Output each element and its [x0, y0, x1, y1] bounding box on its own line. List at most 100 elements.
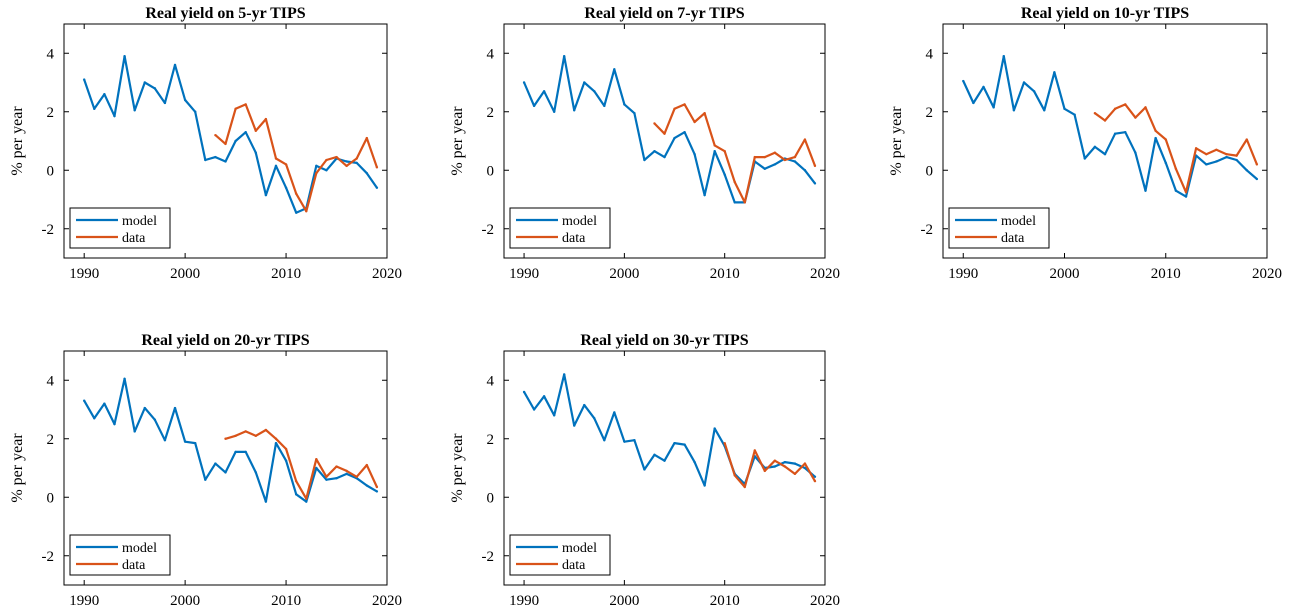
data-point-model	[1012, 109, 1016, 112]
data-point-model	[1134, 151, 1137, 154]
data-point-data	[1174, 167, 1178, 170]
data-point-model	[173, 63, 177, 67]
chart-title: Real yield on 30-yr TIPS	[580, 332, 748, 349]
data-point-model	[542, 90, 546, 93]
data-point-data	[254, 434, 257, 438]
legend-label-data: data	[562, 558, 586, 573]
data-point-model	[1032, 90, 1036, 93]
data-point-model	[1215, 160, 1218, 163]
y-tick-label: -2	[482, 549, 495, 565]
data-point-model	[623, 103, 626, 106]
data-point-data	[294, 479, 298, 483]
x-tick-label: 1990	[69, 266, 99, 282]
legend-box	[69, 207, 171, 249]
data-point-model	[325, 478, 328, 481]
data-point-model	[113, 422, 116, 426]
data-point-data	[743, 201, 746, 204]
x-tick-label: 1990	[69, 593, 99, 609]
x-tick-label: 1990	[509, 593, 539, 609]
data-point-model	[1083, 157, 1086, 160]
data-point-model	[284, 186, 288, 189]
legend-label-data: data	[562, 231, 586, 246]
y-axis-label: % per year	[449, 433, 466, 503]
data-point-model	[693, 460, 696, 464]
data-point-data	[355, 475, 358, 478]
data-point-model	[593, 417, 596, 420]
series-line-model	[83, 377, 378, 503]
data-point-data	[683, 103, 686, 106]
x-tick-label: 2010	[1151, 266, 1181, 282]
chart-panel-1: Real yield on 5-yr TIPS % per year 1990 200…	[9, 5, 402, 282]
legend: model data	[948, 207, 1050, 249]
series-line-data	[225, 428, 378, 500]
data-point-model	[1235, 158, 1238, 162]
data-point-model	[583, 81, 586, 84]
data-point-model	[183, 440, 187, 443]
x-tick-label: 2010	[271, 266, 301, 282]
data-point-model	[522, 390, 526, 394]
data-point-data	[1134, 116, 1137, 119]
data-point-model	[153, 418, 157, 421]
data-point-model	[773, 465, 777, 468]
y-tick-label: -2	[921, 222, 934, 238]
data-point-model	[803, 169, 807, 172]
data-point-model	[143, 81, 146, 84]
data-point-model	[593, 90, 596, 93]
data-point-model	[562, 54, 566, 58]
data-point-model	[633, 112, 636, 115]
series-line-model	[83, 55, 378, 214]
data-point-data	[813, 479, 817, 483]
x-tick-label: 2000	[170, 593, 200, 609]
data-point-data	[335, 465, 338, 468]
data-point-model	[693, 152, 696, 156]
data-point-data	[733, 474, 736, 477]
y-tick-label: 2	[487, 432, 495, 448]
y-tick-label: 0	[47, 490, 55, 506]
data-point-model	[763, 167, 767, 170]
data-point-data	[355, 157, 358, 160]
x-tick-label: 2010	[710, 266, 740, 282]
x-tick-label: 2020	[810, 593, 840, 609]
y-tick-label: -2	[42, 222, 55, 238]
series-line-model	[523, 55, 816, 204]
data-point-model	[972, 101, 975, 105]
chart-title: Real yield on 10-yr TIPS	[1021, 5, 1189, 22]
data-point-data	[325, 158, 328, 162]
data-point-model	[82, 78, 86, 81]
data-point-model	[163, 439, 167, 442]
data-point-model	[703, 484, 706, 487]
data-point-model	[562, 373, 566, 376]
x-tick-label: 2010	[710, 593, 740, 609]
data-point-model	[365, 484, 369, 487]
data-point-data	[345, 164, 348, 168]
data-point-data	[793, 155, 797, 159]
data-point-model	[294, 493, 298, 496]
data-point-model	[133, 109, 136, 112]
data-point-data	[214, 133, 217, 137]
chart-title: Real yield on 20-yr TIPS	[141, 332, 309, 349]
data-point-model	[793, 462, 797, 465]
data-point-model	[793, 160, 797, 163]
data-point-model	[723, 173, 726, 176]
data-point-model	[305, 500, 308, 503]
data-point-model	[274, 164, 278, 168]
data-point-model	[663, 155, 666, 159]
legend-box	[948, 207, 1050, 249]
data-point-model	[613, 68, 616, 71]
data-point-data	[224, 437, 227, 440]
data-point-data	[224, 142, 227, 146]
data-point-data	[254, 129, 257, 132]
data-point-data	[375, 166, 379, 169]
data-point-model	[315, 164, 318, 168]
data-point-data	[335, 155, 338, 159]
data-point-model	[813, 475, 817, 478]
chart-title: Real yield on 5-yr TIPS	[145, 5, 305, 22]
data-point-data	[803, 462, 807, 465]
legend-box	[69, 534, 171, 576]
data-point-model	[713, 150, 716, 153]
data-point-model	[613, 411, 616, 414]
y-tick-label: -2	[42, 549, 55, 565]
data-point-model	[1103, 152, 1107, 156]
data-point-data	[345, 469, 348, 473]
